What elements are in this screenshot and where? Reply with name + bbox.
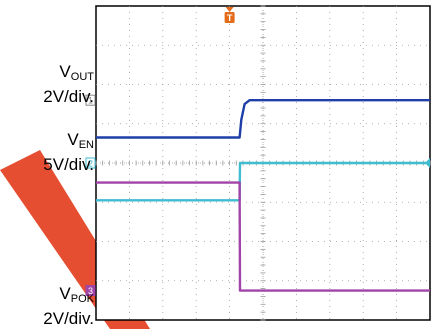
trigger-arrow bbox=[225, 7, 234, 12]
ven-scale-label: 5V/div. bbox=[43, 155, 94, 174]
ven-ground-marker-box bbox=[85, 157, 96, 169]
ven-channel-label: VEN 5V/div. bbox=[43, 130, 94, 175]
vout-ground-marker: 1 bbox=[85, 94, 96, 106]
vout-scale-label: 2V/div. bbox=[43, 87, 94, 106]
vout-ground-marker-box bbox=[85, 94, 96, 106]
scope-traces bbox=[96, 98, 430, 292]
ven-label-main: V bbox=[67, 130, 79, 149]
vpok-label-main: V bbox=[59, 284, 71, 303]
vout-label-main: V bbox=[59, 62, 71, 81]
vpok-ground-marker-box bbox=[85, 285, 96, 297]
vpok-trace bbox=[96, 181, 430, 292]
trigger-letter: T bbox=[227, 13, 233, 23]
vpok-scale-label: 2V/div. bbox=[43, 309, 94, 328]
trigger-marker: T bbox=[224, 7, 235, 23]
vpok-ground-marker-number: 3 bbox=[88, 286, 93, 296]
vout-channel-label: VOUT 2V/div. bbox=[43, 62, 94, 107]
trigger-level-arrow bbox=[425, 158, 430, 168]
vout-trace bbox=[96, 98, 430, 139]
vout-ground-marker-number: 1 bbox=[88, 96, 93, 106]
trigger-box bbox=[224, 12, 235, 23]
vpok-channel-label: VPOK 2V/div. bbox=[43, 284, 94, 329]
ven-ground-marker: 2 bbox=[85, 157, 96, 169]
ven-label-sub: EN bbox=[78, 139, 94, 151]
channel-markers: 1 2 3 bbox=[85, 94, 430, 297]
vpok-ground-marker: 3 bbox=[85, 285, 96, 297]
ven-ground-marker-number: 2 bbox=[88, 159, 93, 169]
vout-label-sub: OUT bbox=[70, 71, 94, 83]
vpok-label-sub: POK bbox=[70, 293, 94, 305]
